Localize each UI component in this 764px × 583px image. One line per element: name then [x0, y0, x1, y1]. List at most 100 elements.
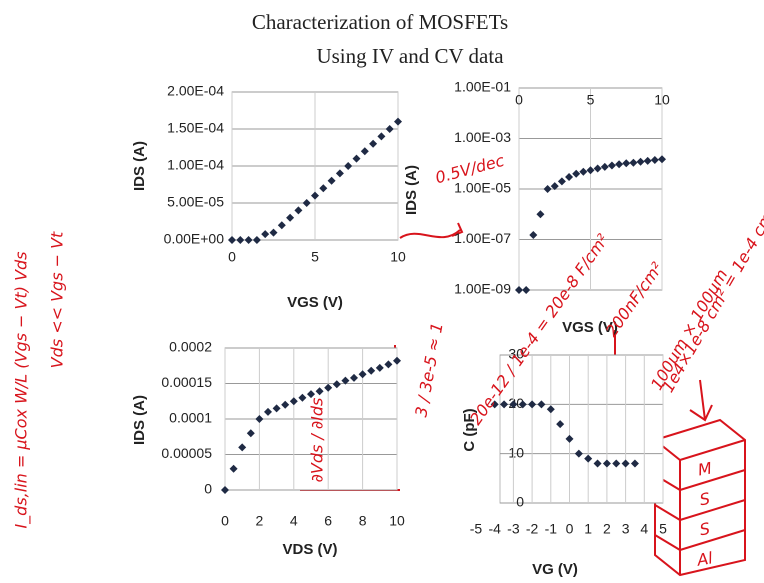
- x-tick-label: -2: [526, 521, 539, 537]
- data-point: [607, 161, 616, 170]
- data-point: [536, 210, 545, 219]
- data-point: [252, 236, 261, 244]
- x-tick-label: 10: [389, 513, 405, 529]
- data-point: [394, 117, 402, 126]
- data-point: [238, 443, 247, 452]
- data-point: [286, 213, 295, 222]
- data-point: [586, 166, 595, 175]
- x-tick-label: 5: [311, 249, 319, 265]
- y-tick-label: 0: [516, 494, 524, 510]
- x-axis-title: VDS (V): [282, 541, 337, 558]
- handwritten-note: I_ds,lin = μCox W/L (Vgs − Vt) Vds: [12, 251, 32, 528]
- data-point: [236, 236, 245, 244]
- x-tick-label: 10: [654, 92, 670, 108]
- data-point: [244, 236, 253, 244]
- data-point: [546, 405, 555, 414]
- slide-title: Characterization of MOSFETs: [252, 10, 508, 34]
- data-point: [621, 459, 630, 468]
- y-axis-title: IDS (A): [131, 395, 148, 445]
- data-point: [375, 363, 384, 372]
- y-tick-label: 5.00E-05: [167, 194, 224, 210]
- data-point: [228, 236, 236, 244]
- x-tick-label: 0: [228, 249, 236, 265]
- data-point: [593, 164, 602, 173]
- y-axis-title: C (pF): [461, 408, 478, 451]
- chart: 1.00E-09 1.00E-07 1.00E-05 1.00E-03 1.00E-01…: [403, 79, 670, 336]
- x-tick-label: -1: [545, 521, 558, 537]
- y-axis-title: IDS (A): [131, 141, 148, 191]
- data-point: [574, 449, 583, 458]
- y-axis-title: IDS (A): [403, 165, 420, 215]
- y-tick-label: 1.50E-04: [167, 120, 224, 136]
- data-point: [289, 397, 298, 406]
- data-point: [335, 169, 344, 178]
- x-tick-label: 3: [622, 521, 630, 537]
- data-point: [500, 400, 509, 409]
- chart: 0 0.00005 0.0001 0.00015 0.0002 0 2 4 6 8 10 VDS (V…: [131, 339, 405, 558]
- data-point: [246, 429, 255, 438]
- x-tick-label: -3: [507, 521, 520, 537]
- y-tick-label: 10: [508, 444, 524, 460]
- data-point: [658, 155, 666, 164]
- data-point: [344, 162, 353, 170]
- data-point: [557, 177, 566, 186]
- data-point: [528, 400, 537, 409]
- handwritten-note: Vds << Vgs − Vt: [48, 231, 67, 368]
- y-tick-label: 0.00015: [161, 374, 212, 390]
- data-point: [298, 393, 307, 402]
- y-tick-label: 0.00005: [161, 445, 212, 461]
- data-point: [315, 387, 324, 396]
- x-axis-title: VGS (V): [287, 294, 343, 311]
- data-point: [393, 356, 401, 365]
- x-tick-label: -5: [470, 521, 483, 537]
- data-point: [579, 167, 588, 176]
- y-tick-label: 1.00E-04: [167, 157, 224, 173]
- slide-subtitle: Using IV and CV data: [316, 44, 504, 68]
- data-point: [294, 206, 303, 215]
- x-axis-title: VG (V): [532, 561, 578, 578]
- y-tick-label: 1.00E-01: [454, 79, 511, 95]
- data-point: [385, 125, 394, 133]
- data-point: [518, 400, 527, 409]
- data-point: [636, 157, 645, 166]
- y-tick-label: 0: [204, 481, 212, 497]
- data-point: [615, 160, 624, 169]
- data-point: [319, 184, 328, 193]
- data-point: [324, 383, 333, 392]
- plot-area: [499, 354, 664, 504]
- data-point: [612, 459, 621, 468]
- data-point: [550, 182, 559, 191]
- data-point: [565, 434, 574, 443]
- x-tick-label: 10: [390, 249, 406, 265]
- x-tick-label: -4: [488, 521, 501, 537]
- data-point: [369, 139, 378, 148]
- y-tick-label: 30: [508, 346, 524, 362]
- data-point: [565, 172, 574, 181]
- data-point: [629, 158, 638, 167]
- data-point: [360, 147, 369, 156]
- x-tick-label: 4: [290, 513, 298, 529]
- y-tick-label: 2.00E-04: [167, 83, 224, 99]
- x-tick-label: 6: [324, 513, 332, 529]
- data-point: [490, 400, 499, 409]
- data-point: [509, 400, 518, 409]
- data-point: [311, 191, 319, 200]
- data-point: [584, 454, 593, 463]
- data-point: [384, 360, 393, 369]
- data-point: [307, 390, 315, 399]
- data-point: [622, 159, 631, 168]
- x-tick-label: 4: [640, 521, 648, 537]
- data-point: [537, 400, 546, 409]
- data-point: [515, 286, 523, 294]
- handwritten-note: S: [698, 519, 711, 539]
- data-point: [350, 373, 358, 382]
- data-point: [272, 404, 281, 413]
- y-tick-label: 0.0002: [169, 339, 212, 355]
- data-point: [281, 400, 290, 409]
- y-tick-label: 1.00E-09: [454, 281, 511, 297]
- data-point: [543, 185, 552, 193]
- x-tick-label: 8: [359, 513, 367, 529]
- x-tick-label: 2: [256, 513, 264, 529]
